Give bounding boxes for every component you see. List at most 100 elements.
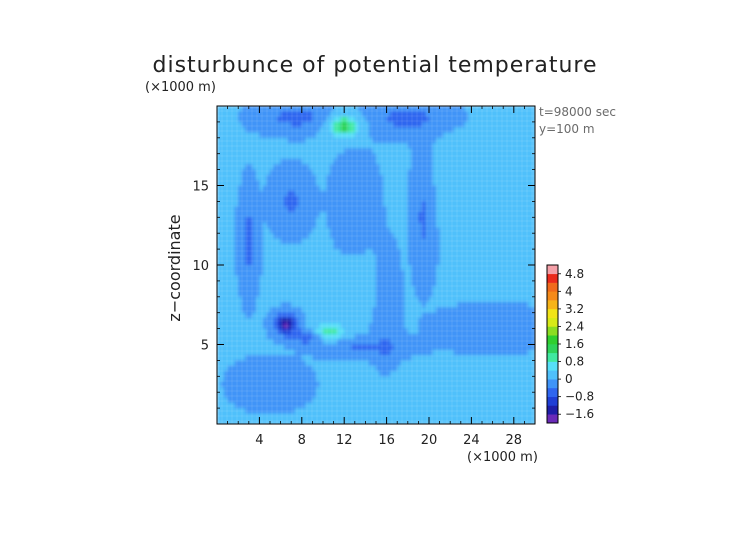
heatmap-cell — [439, 249, 444, 255]
heatmap-cell — [386, 106, 391, 112]
heatmap-cell — [333, 381, 338, 388]
heatmap-cell — [499, 164, 504, 171]
heatmap-cell — [404, 349, 409, 356]
heatmap-cell — [248, 206, 253, 213]
heatmap-cell — [361, 111, 366, 118]
heatmap-cell — [361, 106, 366, 112]
heatmap-cell — [421, 201, 427, 208]
heatmap-cell — [432, 386, 437, 393]
heatmap-cell — [421, 355, 427, 361]
heatmap-cell — [255, 121, 260, 128]
heatmap-cell — [273, 344, 278, 351]
heatmap-cell — [238, 344, 243, 351]
heatmap-cell — [273, 355, 278, 361]
heatmap-cell — [312, 137, 317, 144]
heatmap-cell — [400, 164, 405, 171]
heatmap-cell — [308, 143, 313, 149]
heatmap-cell — [252, 265, 257, 271]
heatmap-cell — [337, 302, 342, 308]
heatmap-cell — [439, 291, 444, 298]
heatmap-cell — [217, 222, 222, 229]
heatmap-cell — [429, 371, 434, 377]
heatmap-cell — [527, 349, 533, 356]
heatmap-cell — [273, 376, 278, 383]
heatmap-cell — [460, 296, 465, 303]
heatmap-cell — [496, 190, 501, 197]
heatmap-cell — [368, 180, 374, 187]
heatmap-cell — [351, 137, 356, 144]
heatmap-cell — [524, 121, 529, 128]
heatmap-cell — [496, 296, 501, 303]
heatmap-cell — [460, 227, 465, 234]
heatmap-cell — [390, 185, 395, 192]
heatmap-cell — [248, 296, 253, 303]
heatmap-cell — [531, 270, 535, 277]
heatmap-cell — [365, 365, 370, 372]
heatmap-cell — [308, 323, 313, 330]
heatmap-cell — [496, 259, 501, 266]
heatmap-cell — [319, 259, 324, 266]
heatmap-cell — [273, 392, 278, 399]
heatmap-cell — [287, 392, 292, 399]
heatmap-cell — [241, 349, 246, 356]
heatmap-cell — [379, 106, 384, 112]
heatmap-cell — [489, 339, 494, 346]
heatmap-cell — [259, 302, 264, 308]
heatmap-cell — [323, 355, 328, 361]
heatmap-cell — [315, 333, 321, 340]
heatmap-cell — [333, 111, 338, 118]
heatmap-cell — [248, 397, 253, 404]
heatmap-cell — [305, 116, 310, 123]
heatmap-cell — [227, 153, 232, 160]
heatmap-cell — [248, 265, 253, 271]
heatmap-cell — [425, 365, 430, 372]
heatmap-cell — [436, 148, 441, 155]
heatmap-cell — [386, 222, 391, 229]
heatmap-cell — [273, 222, 278, 229]
chart-title: disturbunce of potential temperature — [153, 53, 598, 78]
heatmap-cell — [361, 137, 366, 144]
heatmap-cell — [390, 238, 395, 245]
heatmap-cell — [294, 137, 299, 144]
heatmap-cell — [450, 185, 455, 192]
heatmap-cell — [337, 291, 342, 298]
heatmap-cell — [527, 339, 533, 346]
heatmap-cell — [510, 132, 515, 139]
heatmap-cell — [471, 238, 476, 245]
heatmap-cell — [474, 386, 480, 393]
heatmap-cell — [485, 381, 490, 388]
heatmap-cell — [319, 201, 324, 208]
heatmap-cell — [425, 190, 430, 197]
heatmap-cell — [270, 212, 275, 218]
heatmap-cell — [372, 111, 377, 118]
heatmap-cell — [231, 180, 236, 187]
heatmap-cell — [513, 349, 518, 356]
heatmap-cell — [287, 132, 292, 139]
heatmap-cell — [287, 169, 292, 176]
heatmap-cell — [270, 196, 275, 202]
heatmap-cell — [270, 180, 275, 187]
heatmap-cell — [503, 328, 508, 335]
heatmap-cell — [323, 153, 328, 160]
heatmap-cell — [503, 169, 508, 176]
heatmap-cell — [340, 381, 345, 388]
heatmap-cell — [510, 254, 515, 261]
heatmap-cell — [259, 307, 264, 314]
heatmap-cell — [446, 360, 451, 367]
heatmap-cell — [485, 349, 490, 356]
heatmap-cell — [365, 127, 370, 134]
heatmap-cell — [245, 190, 250, 197]
heatmap-cell — [259, 121, 264, 128]
heatmap-cell — [485, 169, 490, 176]
heatmap-cell — [429, 392, 434, 399]
heatmap-cell — [238, 318, 243, 324]
heatmap-cell — [220, 360, 225, 367]
heatmap-cell — [347, 148, 352, 155]
heatmap-cell — [513, 275, 518, 282]
heatmap-cell — [351, 238, 356, 245]
heatmap-cell — [330, 190, 335, 197]
heatmap-cell — [393, 137, 398, 144]
heatmap-cell — [312, 249, 317, 255]
heatmap-cell — [340, 180, 345, 187]
heatmap-cell — [351, 360, 356, 367]
